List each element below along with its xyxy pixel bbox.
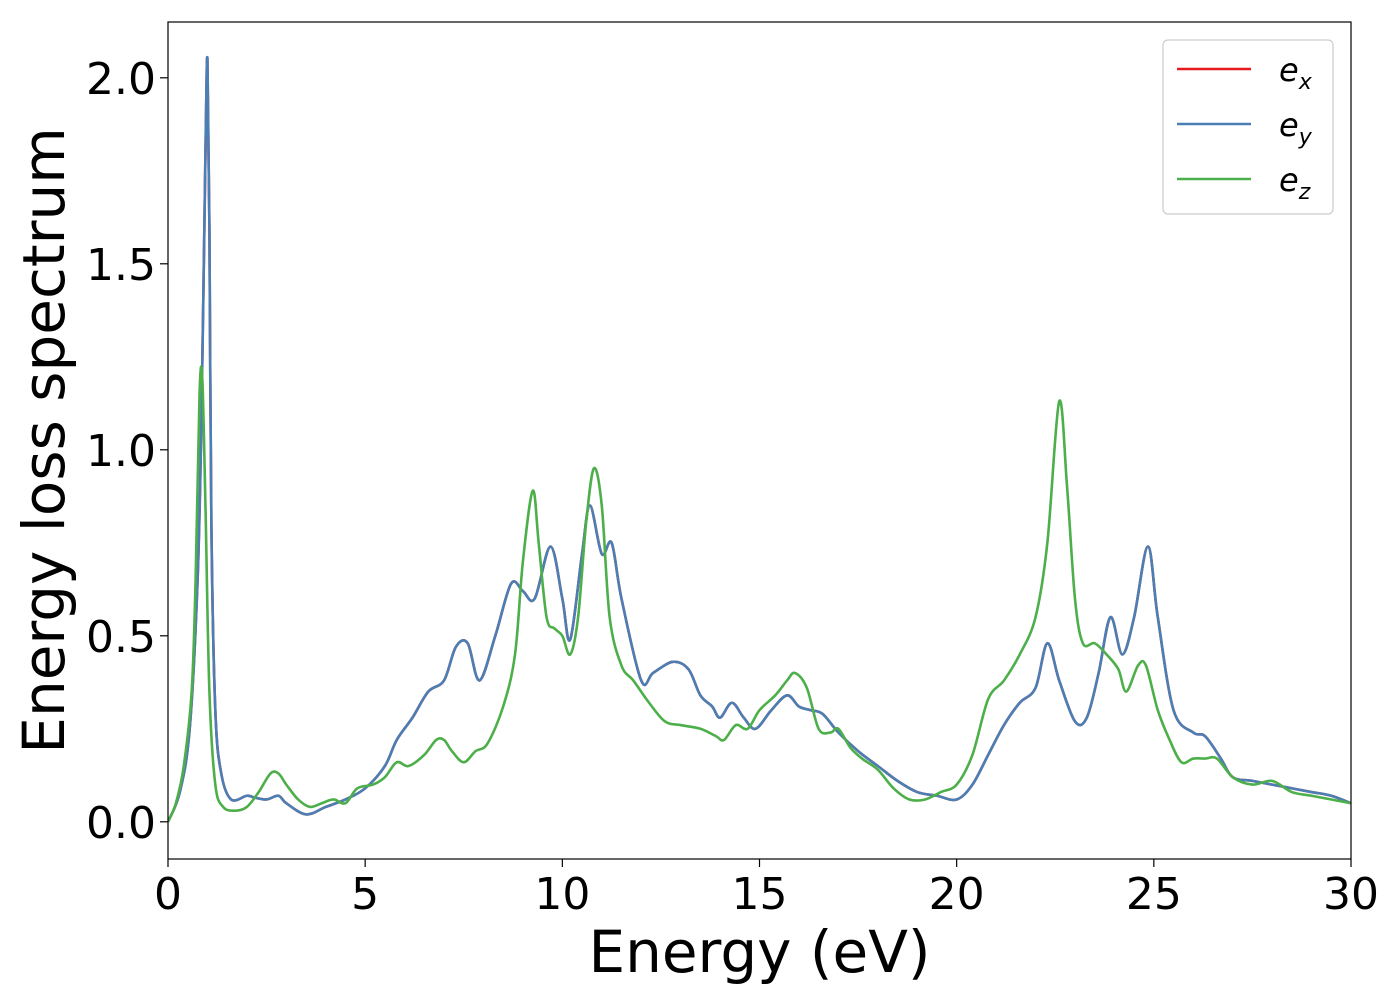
x-tick-label: 10 <box>534 869 590 920</box>
legend-label-z: ez <box>1279 161 1311 205</box>
plot-lines <box>168 55 1351 823</box>
y-axis: 0.0 0.5 1.0 1.5 2.0 <box>86 54 168 849</box>
series-line-y <box>168 55 1351 823</box>
series-line-z <box>168 365 1351 823</box>
x-tick-label: 5 <box>351 869 379 920</box>
legend-label-y: ey <box>1279 106 1313 150</box>
x-tick-label: 20 <box>929 869 985 920</box>
legend-box <box>1162 39 1334 215</box>
y-tick-label: 0.5 <box>86 612 156 663</box>
x-tick-label: 15 <box>732 869 788 920</box>
x-axis-title: Energy (eV) <box>588 918 930 986</box>
y-tick-label: 1.0 <box>86 426 156 477</box>
y-tick-label: 1.5 <box>86 240 156 291</box>
legend-label-x: ex <box>1279 51 1313 95</box>
legend: ex ey ez <box>1162 39 1334 215</box>
y-axis-title: Energy loss spectrum <box>10 127 78 753</box>
x-tick-label: 30 <box>1323 869 1379 920</box>
x-tick-label: 25 <box>1126 869 1182 920</box>
x-tick-label: 0 <box>154 869 182 920</box>
y-tick-label: 0.0 <box>86 798 156 849</box>
x-axis: 0 5 10 15 20 25 30 <box>154 859 1379 920</box>
y-tick-label: 2.0 <box>86 54 156 105</box>
